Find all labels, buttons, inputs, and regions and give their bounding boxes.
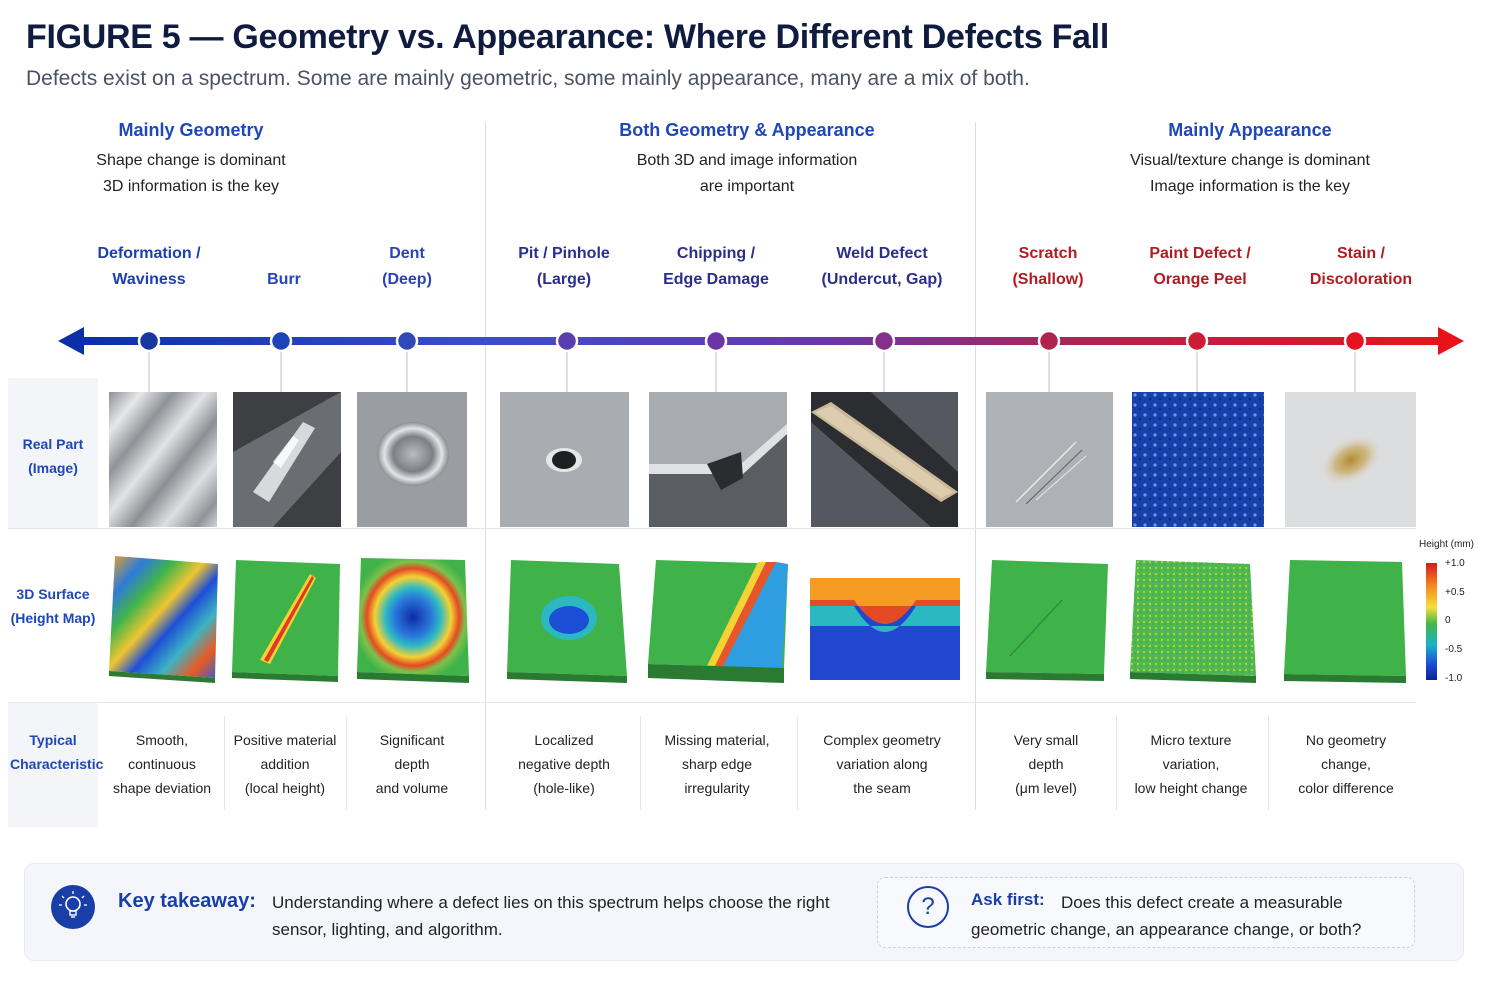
marker-pit <box>555 329 579 353</box>
group-line: Visual/texture change is dominant <box>1130 152 1370 169</box>
arrow-head-right <box>1438 327 1464 355</box>
heightmap-deformation <box>105 556 218 683</box>
photo-chipping <box>649 392 787 527</box>
group-mainly-appearance: Mainly Appearance Visual/texture change … <box>1100 120 1400 200</box>
legend-tick: -1.0 <box>1445 673 1463 684</box>
photo-paint <box>1132 392 1264 527</box>
ask-title: Ask first: <box>971 890 1045 909</box>
marker-deformation <box>137 329 161 353</box>
takeaway-title: Key takeaway: <box>118 890 256 912</box>
photo-weld <box>811 392 958 527</box>
marker-dent <box>395 329 419 353</box>
characteristic-paint: Micro texture variation, low height change <box>1134 732 1248 796</box>
legend-tick: 0 <box>1445 615 1451 626</box>
column-divider <box>346 716 347 810</box>
heightmap-chipping <box>648 560 788 683</box>
arrow-head-left <box>58 327 84 355</box>
group-line: 3D information is the key <box>102 178 280 195</box>
defect-label-scratch: Scratch (Shallow) <box>1012 245 1084 288</box>
question-circle-icon: ? <box>907 886 949 928</box>
row-label-3d-surface: 3D Surface (Height Map) <box>10 586 96 626</box>
group-heading: Mainly Geometry <box>118 120 264 140</box>
characteristic-weld: Complex geometry variation along the seam <box>823 732 941 796</box>
photo-scratch <box>986 392 1113 527</box>
legend-tick: +1.0 <box>1445 558 1465 569</box>
defect-label-pit: Pit / Pinhole (Large) <box>518 245 610 288</box>
defect-label-burr: Burr <box>267 271 301 288</box>
characteristic-chipping: Missing material, sharp edge irregularity <box>664 732 770 796</box>
row-label-bg <box>8 378 98 528</box>
column-divider <box>224 716 225 810</box>
heightmap-weld <box>810 574 960 680</box>
group-both: Both Geometry & Appearance Both 3D and i… <box>567 120 927 200</box>
characteristic-pit: Localized negative depth (hole-like) <box>518 732 610 796</box>
photo-dent <box>357 392 467 527</box>
row-label-real-part: Real Part (Image) <box>22 436 84 476</box>
heightmap-stain <box>1284 560 1406 683</box>
characteristic-stain: No geometry change, color difference <box>1298 732 1394 796</box>
row-label-bg <box>8 703 98 827</box>
defect-label-paint: Paint Defect / Orange Peel <box>1149 245 1251 288</box>
photo-pit <box>500 392 629 527</box>
marker-stain <box>1343 329 1367 353</box>
heightmap-paint <box>1130 560 1256 683</box>
spectrum-arrow <box>58 327 1464 392</box>
characteristic-burr: Positive material addition (local height) <box>233 732 337 796</box>
legend-title: Height (mm) <box>1419 539 1475 550</box>
group-mainly-geometry: Mainly Geometry Shape change is dominant… <box>40 120 342 200</box>
group-line: Shape change is dominant <box>96 152 286 169</box>
height-colorbar <box>1426 563 1437 680</box>
marker-burr <box>269 329 293 353</box>
defect-label-chipping: Chipping / Edge Damage <box>663 245 769 288</box>
photo-burr <box>233 392 341 527</box>
legend-tick: -0.5 <box>1445 644 1463 655</box>
group-divider <box>485 122 486 810</box>
group-heading: Mainly Appearance <box>1168 120 1332 140</box>
photo-stain <box>1285 392 1416 527</box>
heightmap-scratch <box>986 560 1108 683</box>
group-heading: Both Geometry & Appearance <box>619 120 875 140</box>
heightmap-pit <box>507 560 627 683</box>
row-label-characteristic: Typical Characteristic <box>10 732 104 772</box>
defect-label-stain: Stain / Discoloration <box>1309 245 1413 288</box>
column-divider <box>1116 716 1117 810</box>
characteristic-dent: Significant depth and volume <box>375 732 449 796</box>
characteristic-scratch: Very small depth (μm level) <box>1013 732 1079 796</box>
characteristic-deformation: Smooth, continuous shape deviation <box>112 732 212 796</box>
group-line: Both 3D and image information <box>636 152 858 169</box>
defect-label-weld: Weld Defect (Undercut, Gap) <box>821 245 943 288</box>
row-divider <box>8 702 1416 703</box>
figure-title: FIGURE 5 — Geometry vs. Appearance: Wher… <box>26 18 1109 56</box>
marker-chipping <box>704 329 728 353</box>
lightbulb-icon <box>51 885 95 929</box>
marker-scratch <box>1037 329 1061 353</box>
group-line: Image information is the key <box>1149 178 1351 195</box>
figure-subtitle: Defects exist on a spectrum. Some are ma… <box>26 67 1030 90</box>
column-divider <box>797 716 798 810</box>
takeaway-text: Understanding where a defect lies on thi… <box>272 893 830 939</box>
column-divider <box>1268 716 1269 810</box>
marker-weld <box>872 329 896 353</box>
marker-paint <box>1185 329 1209 353</box>
column-divider <box>640 716 641 810</box>
spectrum-bar <box>78 337 1444 345</box>
group-line: are important <box>699 178 795 195</box>
row-divider <box>8 528 1416 529</box>
group-divider <box>975 122 976 810</box>
heightmap-burr <box>230 560 340 682</box>
defect-label-dent: Dent (Deep) <box>382 245 432 288</box>
legend-tick: +0.5 <box>1445 587 1465 598</box>
photo-deformation <box>109 392 217 527</box>
ask-text: Does this defect create a measurable geo… <box>971 893 1362 939</box>
defect-label-deformation: Deformation / Waviness <box>97 245 201 288</box>
ask-first-box <box>877 877 1415 948</box>
heightmap-dent <box>357 558 469 683</box>
